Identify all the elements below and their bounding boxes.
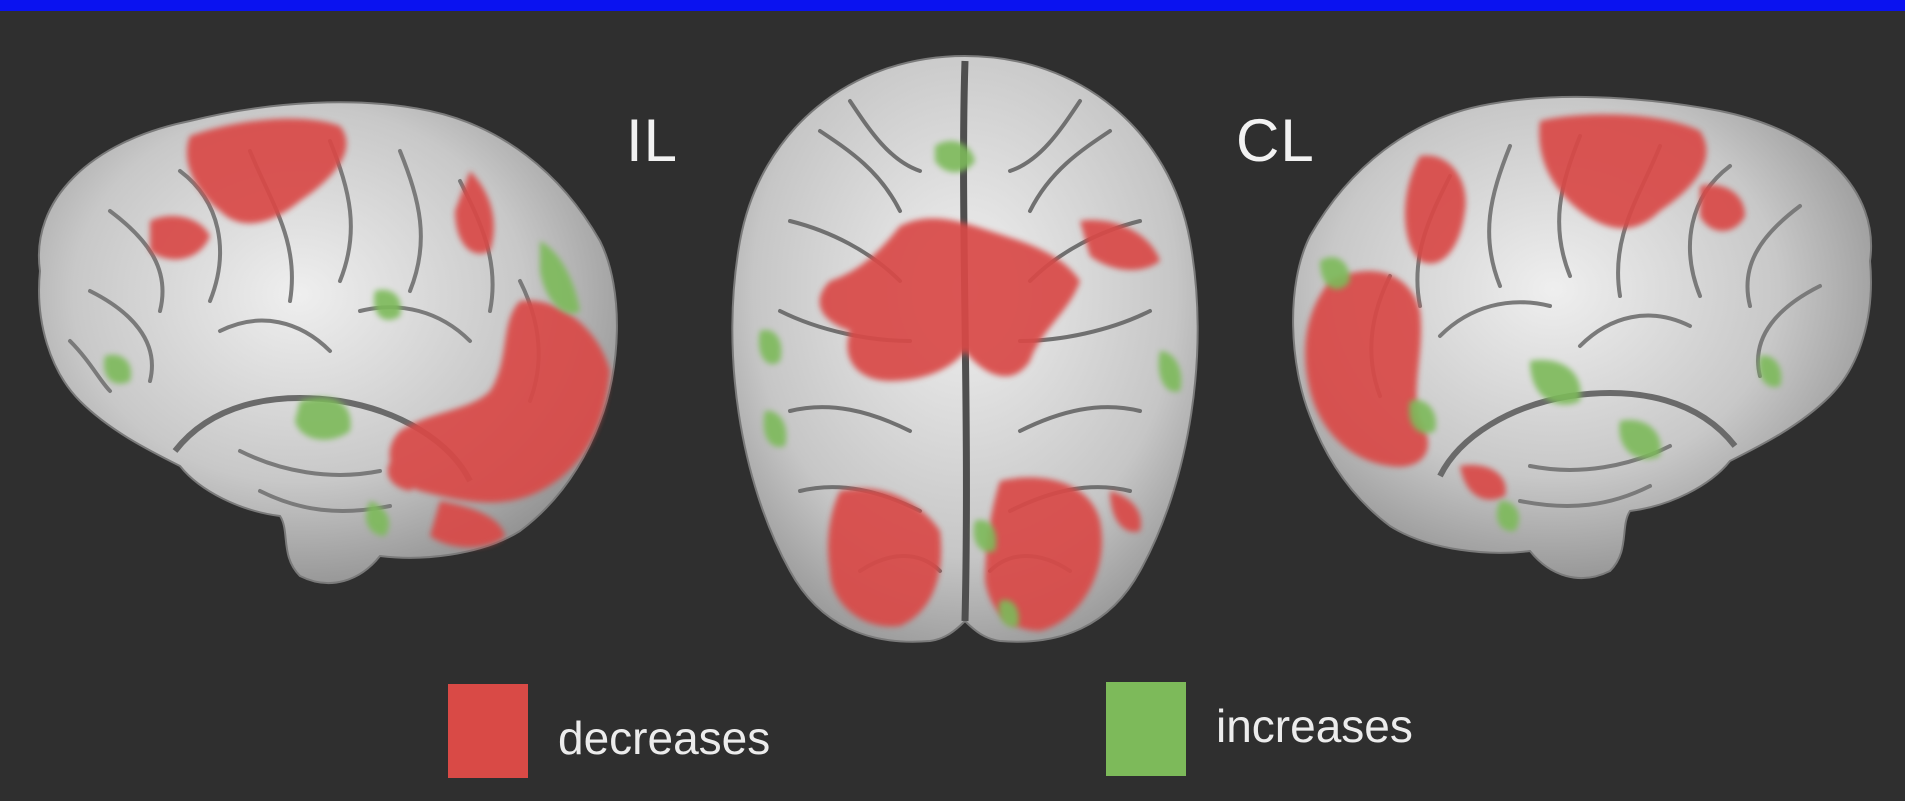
ipsilateral-label: IL (626, 107, 679, 174)
left-lateral-brain (37, 101, 618, 585)
figure-stage: IL CL decreases increases (0, 11, 1905, 801)
contralateral-label: CL (1236, 107, 1315, 174)
legend-decreases-swatch (448, 684, 528, 778)
top-accent-bar (0, 0, 1905, 11)
legend-decreases-label: decreases (558, 712, 771, 764)
legend-increases-swatch (1106, 682, 1186, 776)
legend-increases-label: increases (1216, 700, 1413, 752)
brain-figure (37, 54, 1873, 643)
dorsal-brain (731, 54, 1199, 643)
right-lateral-brain (1292, 95, 1873, 580)
